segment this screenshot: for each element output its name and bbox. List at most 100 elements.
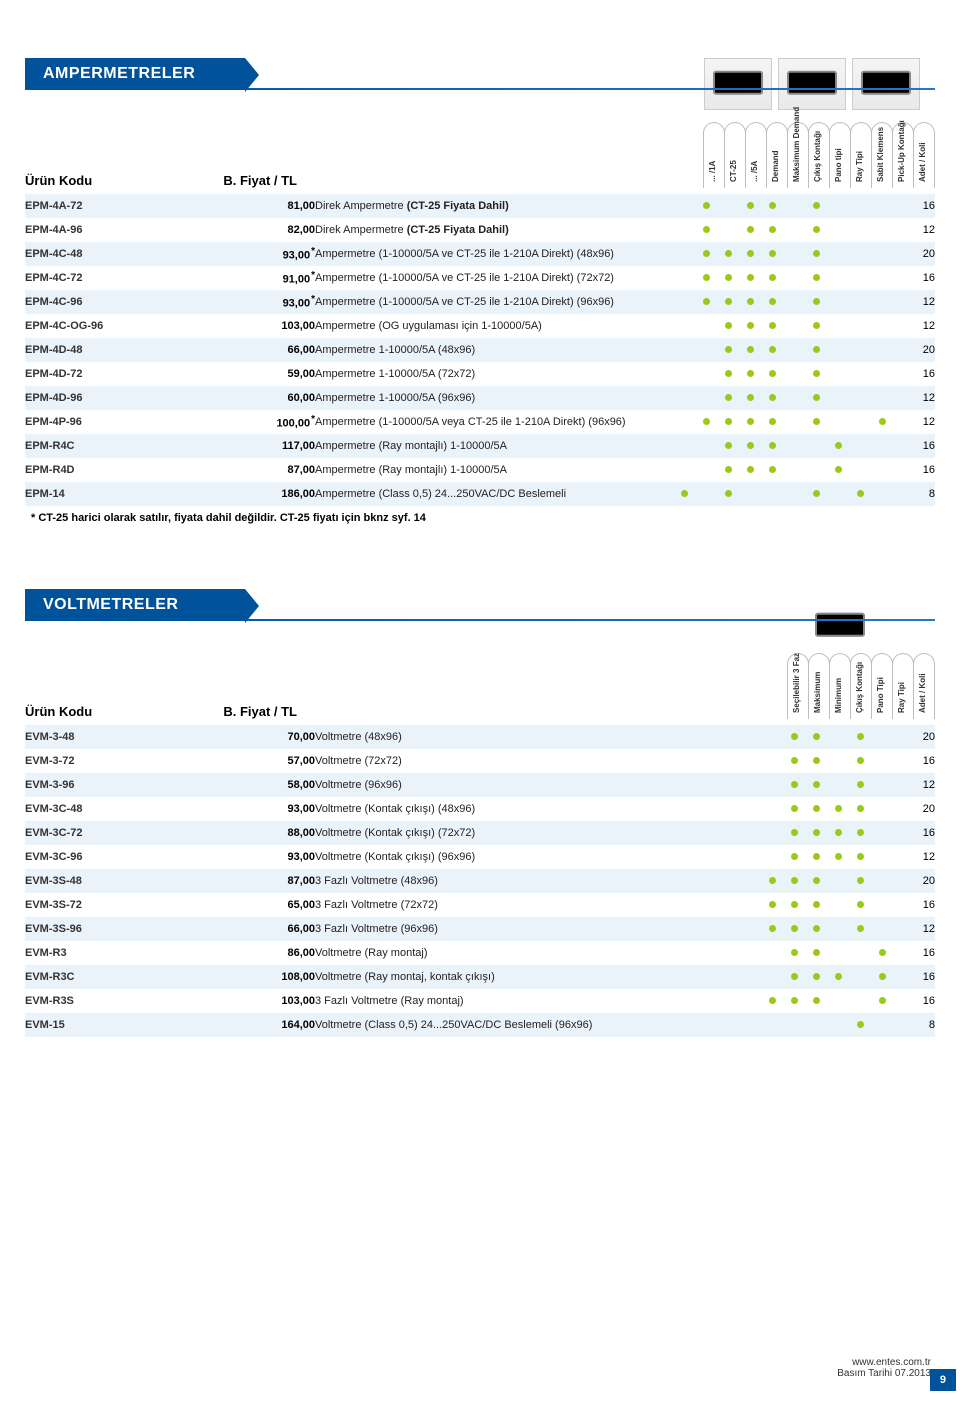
cell-feature bbox=[805, 773, 827, 797]
feature-dot-icon bbox=[747, 442, 754, 449]
cell-feature bbox=[717, 290, 739, 314]
cell-price: 88,00 bbox=[185, 821, 315, 845]
cell-feature bbox=[805, 266, 827, 290]
footnote: * CT-25 harici olarak satılır, fiyata da… bbox=[25, 506, 935, 524]
feature-dot-icon bbox=[857, 877, 864, 884]
cell-feature bbox=[739, 458, 761, 482]
cell-feature bbox=[871, 869, 893, 893]
cell-feature bbox=[761, 773, 783, 797]
cell-qty: 16 bbox=[893, 194, 935, 218]
cell-feature bbox=[827, 458, 849, 482]
cell-feature bbox=[783, 893, 805, 917]
cell-desc: Ampermetre (Class 0,5) 24...250VAC/DC Be… bbox=[315, 482, 673, 506]
cell-feature bbox=[761, 194, 783, 218]
cell-feature bbox=[695, 266, 717, 290]
feature-dot-icon bbox=[813, 805, 820, 812]
table-row: EPM-4C-9693,00*Ampermetre (1-10000/5A ve… bbox=[25, 290, 935, 314]
feature-dot-icon bbox=[791, 853, 798, 860]
cell-code: EPM-4C-72 bbox=[25, 266, 185, 290]
cell-feature bbox=[739, 242, 761, 266]
cell-feature bbox=[849, 482, 871, 506]
cell-feature bbox=[739, 218, 761, 242]
cell-feature bbox=[739, 362, 761, 386]
feature-dot-icon bbox=[703, 274, 710, 281]
feature-dot-icon bbox=[813, 418, 820, 425]
feature-dot-icon bbox=[879, 418, 886, 425]
cell-feature bbox=[783, 218, 805, 242]
cell-feature bbox=[717, 362, 739, 386]
cell-desc: Ampermetre (Ray montajlı) 1-10000/5A bbox=[315, 434, 673, 458]
cell-code: EVM-3S-96 bbox=[25, 917, 185, 941]
cell-code: EPM-4D-72 bbox=[25, 362, 185, 386]
cell-qty: 20 bbox=[893, 869, 935, 893]
cell-feature bbox=[783, 965, 805, 989]
cell-feature bbox=[827, 338, 849, 362]
cell-code: EVM-15 bbox=[25, 1013, 185, 1037]
cell-qty: 12 bbox=[893, 290, 935, 314]
cell-feature bbox=[717, 458, 739, 482]
feature-dot-icon bbox=[791, 781, 798, 788]
cell-price: 164,00 bbox=[185, 1013, 315, 1037]
cell-feature bbox=[871, 797, 893, 821]
cell-feature bbox=[783, 362, 805, 386]
feature-dot-icon bbox=[703, 298, 710, 305]
cell-feature bbox=[871, 434, 893, 458]
cell-feature bbox=[673, 458, 695, 482]
cell-feature bbox=[783, 242, 805, 266]
feature-dot-icon bbox=[791, 997, 798, 1004]
cell-feature bbox=[739, 314, 761, 338]
cell-feature bbox=[761, 725, 783, 749]
cell-desc: 3 Fazlı Voltmetre (96x96) bbox=[315, 917, 761, 941]
cell-feature bbox=[695, 218, 717, 242]
feature-dot-icon bbox=[747, 322, 754, 329]
cell-price: 186,00 bbox=[185, 482, 315, 506]
table-row: EPM-14186,00Ampermetre (Class 0,5) 24...… bbox=[25, 482, 935, 506]
table-row: EVM-3S-7265,003 Fazlı Voltmetre (72x72)1… bbox=[25, 893, 935, 917]
cell-feature bbox=[739, 434, 761, 458]
feature-dot-icon bbox=[857, 853, 864, 860]
cell-code: EPM-14 bbox=[25, 482, 185, 506]
cell-feature bbox=[849, 893, 871, 917]
feature-dot-icon bbox=[769, 202, 776, 209]
feature-dot-icon bbox=[857, 490, 864, 497]
cell-desc: Ampermetre 1-10000/5A (72x72) bbox=[315, 362, 673, 386]
feature-dot-icon bbox=[769, 346, 776, 353]
cell-feature bbox=[783, 845, 805, 869]
cell-feature bbox=[673, 290, 695, 314]
feature-dot-icon bbox=[857, 757, 864, 764]
cell-qty: 16 bbox=[893, 434, 935, 458]
section-title: AMPERMETRELER bbox=[25, 58, 245, 90]
cell-qty: 16 bbox=[893, 266, 935, 290]
cell-feature bbox=[871, 821, 893, 845]
cell-code: EVM-3-72 bbox=[25, 749, 185, 773]
cell-feature bbox=[761, 290, 783, 314]
cell-feature bbox=[849, 338, 871, 362]
feature-dot-icon bbox=[769, 466, 776, 473]
feature-dot-icon bbox=[857, 901, 864, 908]
feature-dot-icon bbox=[857, 1021, 864, 1028]
table-row: EVM-3C-7288,00Voltmetre (Kontak çıkışı) … bbox=[25, 821, 935, 845]
feature-dot-icon bbox=[791, 829, 798, 836]
feature-dot-icon bbox=[813, 949, 820, 956]
col-header-code: Ürün Kodu bbox=[25, 173, 185, 188]
cell-feature bbox=[761, 965, 783, 989]
cell-feature bbox=[739, 338, 761, 362]
cell-price: 86,00 bbox=[185, 941, 315, 965]
cell-feature bbox=[871, 194, 893, 218]
feature-dot-icon bbox=[813, 394, 820, 401]
feature-dot-icon bbox=[791, 805, 798, 812]
cell-feature bbox=[827, 965, 849, 989]
cell-price: 82,00 bbox=[185, 218, 315, 242]
feature-dot-icon bbox=[703, 226, 710, 233]
cell-code: EPM-4C-96 bbox=[25, 290, 185, 314]
cell-feature bbox=[761, 482, 783, 506]
cell-feature bbox=[827, 749, 849, 773]
col-header-price: B. Fiyat / TL bbox=[185, 704, 315, 719]
cell-price: 66,00 bbox=[185, 917, 315, 941]
cell-desc: Voltmetre (48x96) bbox=[315, 725, 761, 749]
cell-desc: Voltmetre (72x72) bbox=[315, 749, 761, 773]
cell-desc: 3 Fazlı Voltmetre (Ray montaj) bbox=[315, 989, 761, 1013]
cell-feature bbox=[761, 917, 783, 941]
feature-dot-icon bbox=[747, 202, 754, 209]
cell-code: EPM-4C-48 bbox=[25, 242, 185, 266]
